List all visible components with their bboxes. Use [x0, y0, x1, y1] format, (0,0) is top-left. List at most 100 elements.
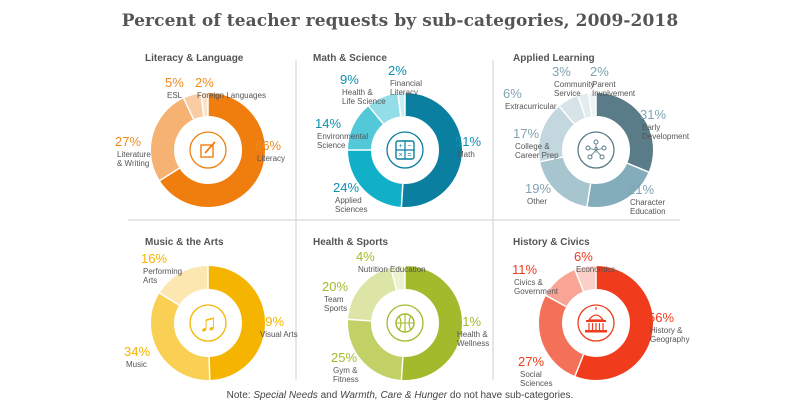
slice-name: Wellness — [457, 339, 489, 348]
slice-percent: 6% — [503, 86, 522, 101]
icon-part: = — [407, 152, 411, 159]
slice-name: Visual Arts — [260, 330, 298, 339]
slice-percent: 31% — [640, 107, 666, 122]
icon-part: + — [398, 143, 402, 150]
slice-separator — [574, 354, 585, 377]
icon-part — [601, 145, 607, 151]
slice-name: Literature — [117, 150, 151, 159]
slice-name: Early — [642, 123, 660, 132]
icon-part — [585, 330, 607, 333]
slice-name: Social — [520, 370, 542, 379]
slice-percent: 24% — [333, 180, 359, 195]
slice-name: Health & — [457, 330, 488, 339]
panel-title-applied-learning: Applied Learning — [513, 53, 595, 64]
label-visual-arts: 49%Visual Arts — [258, 314, 298, 339]
slice-name: Health & — [342, 88, 373, 97]
icon-part: × — [398, 152, 402, 159]
slice-separator — [208, 356, 211, 380]
slice-percent: 20% — [322, 279, 348, 294]
slice-percent: 16% — [141, 251, 167, 266]
slice-name: Government — [514, 287, 559, 296]
slice-percent: 2% — [590, 64, 609, 79]
slice-name: Environmental — [317, 132, 368, 141]
icon-part — [200, 144, 214, 158]
icon-part — [586, 320, 606, 322]
slice-name: Nutrition Education — [358, 265, 426, 274]
slice-name: Science — [317, 141, 346, 150]
slice-percent: 17% — [513, 126, 539, 141]
icon-part — [585, 145, 591, 151]
panel-title-literacy-and-language: Literacy & Language — [145, 53, 244, 64]
slice-separator — [627, 162, 649, 173]
label-literacy: 66%Literacy — [255, 138, 285, 163]
label-foreign-languages: 2%Foreign Languages — [195, 75, 266, 100]
footnote: Note: Special Needs and Warmth, Care & H… — [0, 390, 800, 401]
slice-percent: 51% — [455, 314, 481, 329]
slice-name: Other — [527, 197, 547, 206]
slice-separator — [183, 98, 195, 120]
slice-percent: 2% — [388, 63, 407, 78]
slice-separator — [390, 267, 398, 291]
slice-social-sciences — [539, 266, 653, 380]
label-esl: 5%ESL — [165, 75, 184, 100]
label-extracurricular: 6%Extracurricular — [503, 86, 557, 111]
donut-health-and-sports: Health & Sports 51%Health &Wellness 25%Gym… — [313, 237, 489, 384]
slice-separator — [368, 105, 384, 125]
slice-percent: 11% — [512, 262, 537, 277]
icon-part — [593, 139, 599, 145]
icon-ring — [189, 304, 227, 342]
slice-name: Gym & — [333, 366, 358, 375]
slice-percent: 6% — [574, 249, 593, 264]
slice-percent: 66% — [255, 138, 281, 153]
note-italic-special-needs: Special Needs — [253, 390, 318, 401]
slice-name: Sciences — [335, 205, 367, 214]
slice-percent: 19% — [525, 181, 551, 196]
icon-ring — [577, 131, 615, 169]
label-health-and-life-science: 9%Health &Life Science — [340, 72, 386, 106]
icon-part: − — [407, 143, 411, 150]
note-mid: and — [317, 390, 341, 401]
calculator-icon: + −× = — [386, 131, 424, 169]
donut-applied-learning: Applied Learning?31%EarlyDevelopment21%C… — [503, 53, 690, 216]
icon-part — [599, 154, 605, 160]
slice-name: Career Prep — [515, 151, 559, 160]
slice-percent: 9% — [340, 72, 359, 87]
slice-name: Team — [324, 295, 344, 304]
label-history-and-geography: 56%History &Geography — [648, 310, 690, 344]
slice-separator — [545, 294, 567, 308]
label-math: 51%Math — [455, 134, 481, 159]
slice-percent: 27% — [115, 134, 141, 149]
icon-part — [398, 315, 402, 331]
slice-separator — [400, 356, 404, 380]
slice-music — [151, 266, 265, 380]
panel-title-health-and-sports: Health & Sports — [313, 237, 388, 248]
slice-name: Extracurricular — [505, 102, 557, 111]
slice-name: College & — [515, 142, 550, 151]
music-note-icon: ♫ — [189, 304, 227, 342]
label-music: 34%Music — [124, 344, 150, 369]
note-suffix: do not have sub-categories. — [447, 390, 574, 401]
slice-separator — [400, 183, 404, 207]
slice-name: Performing — [143, 267, 182, 276]
icon-ring — [189, 131, 227, 169]
slice-percent: 3% — [552, 64, 571, 79]
slice-gym-and-fitness — [348, 266, 462, 380]
label-nutrition-education: 4%Nutrition Education — [356, 249, 426, 274]
slice-name: Arts — [143, 276, 157, 285]
slice-percent: 25% — [331, 350, 357, 365]
slice-name: Service — [554, 89, 581, 98]
slice-percent: 2% — [195, 75, 214, 90]
label-health-and-wellness: 51%Health &Wellness — [455, 314, 489, 348]
icon-part — [587, 154, 593, 160]
icon-ring — [386, 131, 424, 169]
slice-name: Financial — [390, 79, 422, 88]
icon-part — [587, 314, 605, 321]
slice-separator — [348, 318, 372, 322]
